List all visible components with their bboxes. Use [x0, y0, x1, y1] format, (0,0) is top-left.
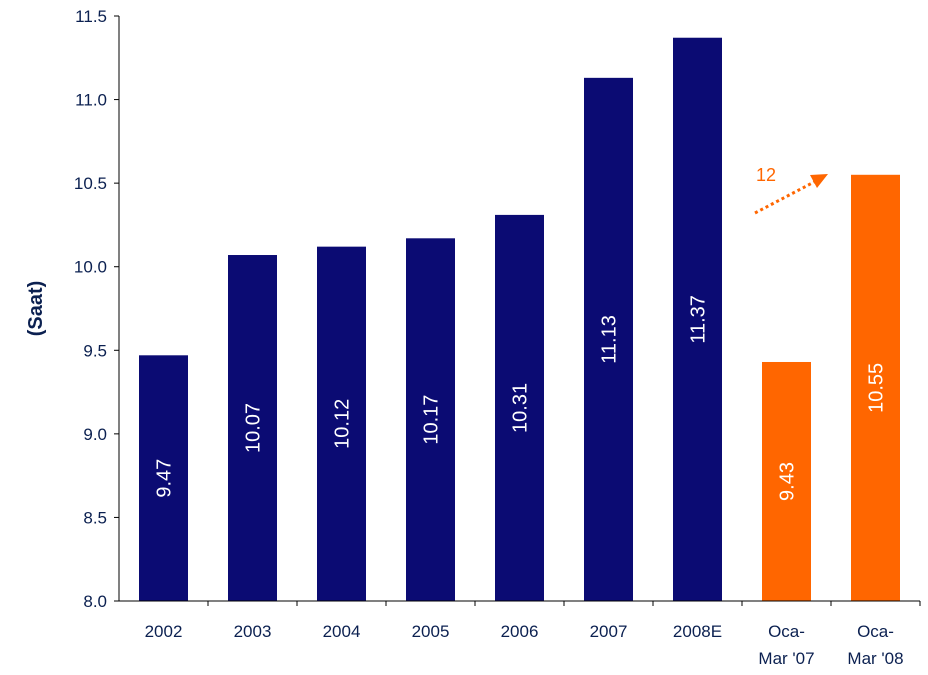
y-axis: 8.0 8.5 9.0 9.5 10.0 10.5 11.0 11.5	[74, 7, 119, 611]
bar-value-label: 10.12	[332, 399, 354, 449]
growth-annotation-label: 12	[756, 165, 776, 185]
x-tick-label: 2008E	[673, 622, 722, 641]
x-tick-label: 2002	[145, 622, 183, 641]
bar	[139, 355, 188, 601]
y-tick-label: 11.5	[75, 7, 107, 26]
y-tick-label: 8.5	[83, 508, 107, 527]
bar	[851, 174, 900, 602]
y-axis-label: (Saat)	[25, 281, 47, 337]
x-tick-label: 2006	[501, 622, 539, 641]
bar	[317, 246, 366, 601]
growth-arrow	[754, 179, 817, 215]
bars: 9.47 10.07 10.12 10.17 10.31 11.13 11.37 9.43 10…	[139, 37, 900, 602]
x-tick-label: 2004	[323, 622, 361, 641]
bar	[673, 37, 722, 601]
y-tick-label: 8.0	[83, 592, 107, 611]
y-tick-label: 9.0	[83, 425, 107, 444]
x-tick-label: Mar '08	[847, 649, 903, 668]
bar-value-label: 9.47	[154, 459, 176, 498]
bar	[406, 238, 455, 602]
y-tick-label: 10.5	[74, 174, 107, 193]
bar-value-label: 10.31	[510, 383, 532, 433]
bar-value-label: 11.37	[688, 295, 710, 344]
bar	[762, 361, 811, 601]
y-tick-label: 9.5	[83, 341, 107, 360]
x-tick-label: Oca-	[768, 622, 805, 641]
x-tick-label: 2005	[412, 622, 450, 641]
bar	[228, 255, 277, 601]
growth-arrowhead-icon	[810, 174, 828, 188]
x-tick-label: 2003	[234, 622, 272, 641]
bar-value-label: 10.55	[866, 363, 888, 413]
x-tick-label: Oca-	[857, 622, 894, 641]
bar	[584, 77, 633, 602]
y-tick-label: 11.0	[75, 91, 107, 110]
bar	[495, 214, 544, 601]
bar-value-label: 9.43	[777, 462, 799, 501]
bar-value-label: 11.13	[599, 315, 621, 364]
x-tick-label: Mar '07	[758, 649, 814, 668]
y-tick-label: 10.0	[74, 258, 107, 277]
bar-value-label: 10.17	[421, 395, 443, 445]
x-axis: 2002 2003 2004 2005 2006 2007 2008E Oca- Mar '07…	[145, 601, 921, 668]
bar-value-label: 10.07	[243, 403, 265, 453]
growth-annotation: 12	[754, 165, 828, 215]
x-tick-label: 2007	[590, 622, 628, 641]
